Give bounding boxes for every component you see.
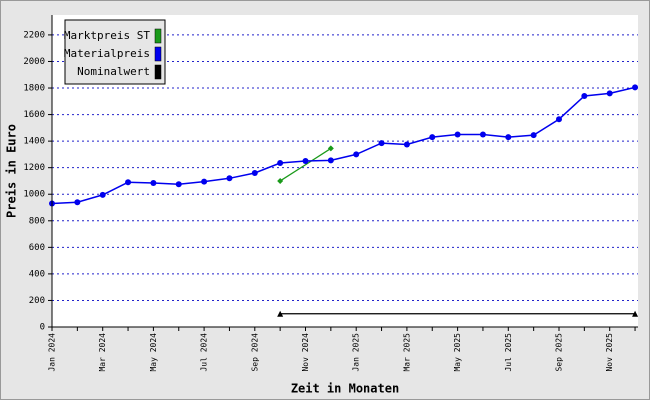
marker	[505, 134, 512, 141]
marker	[378, 140, 385, 147]
x-tick-label: Jan 2025	[352, 333, 361, 372]
y-tick-label: 1800	[23, 84, 45, 94]
y-tick-label: 800	[29, 216, 45, 226]
y-tick-label: 1000	[23, 190, 45, 200]
x-tick-label: Nov 2024	[301, 333, 310, 372]
legend-label: Marktpreis ST	[64, 29, 150, 42]
marker	[606, 90, 613, 97]
marker	[201, 178, 208, 185]
y-tick-label: 1600	[23, 110, 45, 120]
x-tick-label: Sep 2025	[555, 333, 564, 372]
x-tick-label: Jul 2025	[504, 333, 513, 372]
x-tick-label: May 2024	[149, 333, 158, 372]
marker	[251, 169, 258, 176]
legend-swatch	[154, 46, 162, 62]
y-tick-label: 2000	[23, 57, 45, 67]
legend-label: Materialpreis	[64, 47, 150, 60]
marker	[632, 310, 639, 317]
marker	[74, 199, 81, 206]
marker	[581, 92, 588, 99]
marker	[277, 160, 284, 167]
y-tick-label: 1200	[23, 163, 45, 173]
marker	[556, 116, 562, 123]
marker	[327, 145, 334, 152]
marker	[226, 175, 233, 182]
x-axis-title: Zeit in Monaten	[291, 382, 399, 396]
marker	[150, 179, 157, 186]
x-tick-label: Mar 2024	[98, 333, 107, 372]
marker	[175, 181, 182, 188]
marker	[530, 132, 537, 139]
y-tick-label: 0	[40, 323, 45, 333]
marker	[125, 179, 132, 186]
marker	[403, 141, 410, 148]
x-tick-label: Mar 2025	[402, 333, 411, 372]
y-tick-label: 400	[29, 269, 45, 279]
x-tick-label: Nov 2025	[605, 333, 614, 372]
y-axis-title: Preis in Euro	[5, 124, 19, 218]
y-tick-label: 200	[29, 296, 45, 306]
marker	[632, 84, 639, 91]
x-tick-label: Jul 2024	[200, 333, 209, 372]
x-tick-label: Jan 2024	[48, 333, 57, 372]
marker	[99, 191, 106, 198]
marker	[327, 157, 334, 164]
series-line	[51, 86, 636, 205]
marker	[479, 131, 486, 138]
marker	[277, 310, 284, 317]
y-tick-label: 2200	[23, 30, 45, 40]
x-tick-label: Sep 2024	[250, 333, 259, 372]
legend-swatch	[154, 28, 162, 44]
legend-label: Nominalwert	[77, 65, 150, 78]
marker	[429, 134, 436, 141]
marker	[277, 177, 284, 184]
y-tick-label: 1400	[23, 137, 45, 147]
marker	[302, 158, 309, 165]
legend-box	[64, 19, 166, 85]
legend-swatch	[154, 64, 162, 80]
marker	[454, 131, 461, 138]
y-tick-label: 600	[29, 243, 45, 253]
series-line	[279, 147, 332, 182]
x-tick-label: May 2025	[453, 333, 462, 372]
marker	[353, 151, 360, 158]
